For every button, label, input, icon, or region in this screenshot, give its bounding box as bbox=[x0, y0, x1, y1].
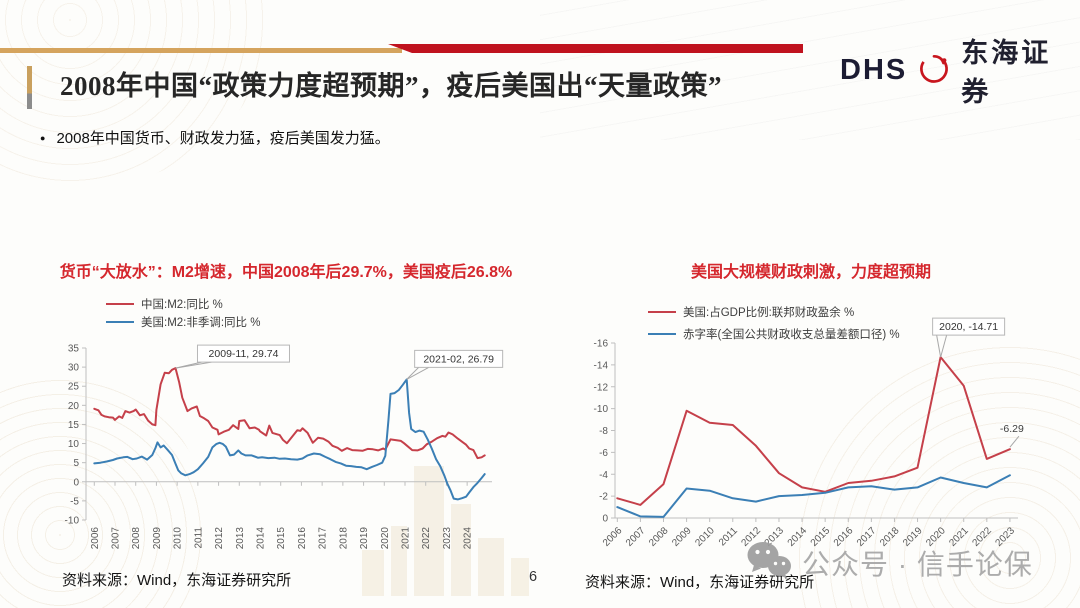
legend-line-swatch bbox=[106, 321, 134, 323]
callout-text: 2009-11, 29.74 bbox=[209, 348, 279, 360]
x-tick-label: 2014 bbox=[256, 527, 267, 550]
header-gold-bar bbox=[0, 48, 402, 53]
source-note-right: 资料来源：Wind，东海证券研究所 bbox=[585, 574, 815, 591]
callout-box bbox=[932, 317, 1006, 336]
y-tick-label: 15 bbox=[68, 420, 80, 431]
y-tick-label: 25 bbox=[68, 382, 80, 393]
legend-line-swatch bbox=[106, 303, 134, 305]
x-tick-label: 2010 bbox=[693, 525, 717, 549]
legend-label: 美国:M2:非季调:同比 % bbox=[141, 317, 261, 329]
callout-box bbox=[414, 349, 504, 368]
page-title: 2008年中国“政策力度超预期”，疫后美国出“天量政策” bbox=[60, 71, 722, 101]
y-tick-label: 0 bbox=[602, 514, 608, 525]
series-line bbox=[93, 378, 486, 501]
x-tick-label: 2011 bbox=[717, 525, 740, 548]
x-tick-label: 2008 bbox=[647, 525, 671, 549]
x-tick-label: 2007 bbox=[111, 527, 122, 550]
y-tick-label: 0 bbox=[73, 477, 79, 488]
y-tick-label: -6 bbox=[599, 448, 608, 459]
watermark-text: 公众号 · 信手论保 bbox=[802, 548, 1033, 580]
logo-brand-text: 东海证券 bbox=[961, 38, 1052, 107]
y-tick-label: -16 bbox=[594, 339, 609, 350]
logo-dhs-text: DHS bbox=[840, 53, 908, 86]
x-tick-label: 2009 bbox=[152, 527, 163, 550]
right-chart-legend: 美国:占GDP比例:联邦财政盈余 % 赤字率(全国公共财政收支总量差额口径) % bbox=[648, 301, 900, 345]
x-tick-label: 2008 bbox=[131, 527, 142, 550]
legend-label: 赤字率(全国公共财政收支总量差额口径) % bbox=[683, 329, 900, 341]
x-tick-label: 2013 bbox=[235, 527, 246, 550]
y-tick-label: -12 bbox=[594, 382, 609, 393]
callout-text: 2020, -14.71 bbox=[939, 321, 998, 333]
y-tick-label: -5 bbox=[70, 496, 79, 507]
callout-leader bbox=[936, 335, 942, 358]
callout-text: 2021-02, 26.79 bbox=[423, 353, 494, 365]
x-tick-label: 2023 bbox=[442, 527, 453, 550]
y-tick-label: -14 bbox=[594, 360, 609, 371]
legend-item-china-deficit: 赤字率(全国公共财政收支总量差额口径) % bbox=[648, 323, 900, 345]
x-tick-label: 2018 bbox=[338, 527, 349, 550]
legend-label: 中国:M2:同比 % bbox=[141, 299, 223, 311]
y-tick-label: 20 bbox=[68, 401, 80, 412]
series-line bbox=[93, 367, 486, 460]
y-tick-label: 5 bbox=[73, 458, 79, 469]
legend-line-swatch bbox=[648, 311, 676, 313]
y-tick-label: -8 bbox=[599, 426, 608, 437]
x-tick-label: 2007 bbox=[624, 525, 648, 549]
bullet-point: ● 2008年中国货币、财政发力猛，疫后美国发力猛。 bbox=[40, 127, 390, 148]
series-line bbox=[616, 474, 1011, 518]
left-chart-legend: 中国:M2:同比 % 美国:M2:非季调:同比 % bbox=[106, 295, 260, 331]
dragon-icon bbox=[916, 50, 952, 91]
page-number: 6 bbox=[529, 569, 538, 585]
callout-leader bbox=[1009, 435, 1020, 448]
x-tick-label: 2010 bbox=[173, 527, 184, 550]
x-tick-label: 2009 bbox=[670, 525, 694, 549]
title-accent-bar bbox=[27, 66, 32, 109]
x-tick-label: 2011 bbox=[193, 527, 204, 549]
x-tick-label: 2006 bbox=[90, 527, 101, 550]
right-chart-title: 美国大规模财政刺激，力度超预期 bbox=[690, 264, 931, 281]
y-tick-label: 35 bbox=[68, 344, 80, 355]
callout-leader bbox=[406, 366, 429, 380]
wechat-icon bbox=[746, 541, 792, 584]
x-tick-label: 2015 bbox=[276, 527, 287, 550]
x-tick-label: 2006 bbox=[601, 525, 625, 549]
header-red-bar bbox=[388, 44, 803, 53]
callout-leader bbox=[940, 334, 948, 358]
callout-text: -6.29 bbox=[1000, 423, 1024, 435]
x-tick-label: 2019 bbox=[359, 527, 370, 550]
source-note-left: 资料来源：Wind，东海证券研究所 bbox=[62, 572, 292, 589]
x-tick-label: 2024 bbox=[463, 527, 474, 550]
x-tick-label: 2016 bbox=[297, 527, 308, 550]
x-tick-label: 2017 bbox=[318, 527, 329, 550]
callout-leader bbox=[406, 367, 420, 380]
y-tick-label: 30 bbox=[68, 363, 80, 374]
company-logo: DHS 东海证券 bbox=[840, 31, 1080, 109]
y-tick-label: -10 bbox=[65, 516, 80, 527]
x-tick-label: 2021 bbox=[401, 527, 412, 550]
legend-item-us-fiscal: 美国:占GDP比例:联邦财政盈余 % bbox=[648, 301, 900, 323]
y-tick-label: -10 bbox=[594, 404, 609, 415]
left-chart-title: 货币“大放水”：M2增速，中国2008年后29.7%，美国疫后26.8% bbox=[59, 264, 513, 281]
x-tick-label: 2022 bbox=[421, 527, 432, 550]
legend-line-swatch bbox=[648, 333, 676, 335]
y-tick-label: 10 bbox=[68, 439, 80, 450]
wechat-watermark: 公众号 · 信手论保 bbox=[746, 541, 1033, 584]
y-tick-label: -4 bbox=[599, 470, 608, 481]
x-tick-label: 2020 bbox=[380, 527, 391, 550]
series-line bbox=[616, 356, 1011, 506]
legend-item-china-m2: 中国:M2:同比 % bbox=[106, 295, 260, 313]
callout-leader bbox=[175, 361, 212, 369]
y-tick-label: -2 bbox=[599, 492, 608, 503]
bullet-dot-icon: ● bbox=[40, 132, 46, 143]
x-tick-label: 2012 bbox=[214, 527, 225, 550]
bullet-text: 2008年中国货币、财政发力猛，疫后美国发力猛。 bbox=[56, 130, 390, 147]
callout-box bbox=[196, 344, 290, 363]
legend-label: 美国:占GDP比例:联邦财政盈余 % bbox=[683, 307, 855, 319]
legend-item-us-m2: 美国:M2:非季调:同比 % bbox=[106, 313, 260, 331]
